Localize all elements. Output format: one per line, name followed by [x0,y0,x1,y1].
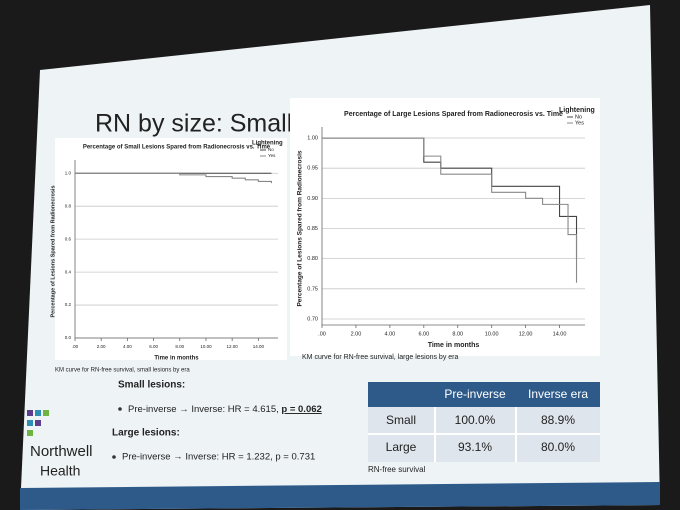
logo-mark [27,430,33,436]
y-tick-label: 0.90 [307,196,318,202]
x-tick-label: .00 [318,331,326,337]
section-heading: Small lesions: [118,380,185,391]
legend-label: Yes [575,120,584,126]
y-tick-label: 0.6 [65,236,72,241]
chart-title: Percentage of Large Lesions Spared from … [344,111,563,118]
table-cell: 100.0% [455,413,496,427]
bullet [118,407,122,411]
x-axis-label: Time in months [428,342,480,349]
chart-title: Percentage of Small Lesions Spared from … [83,145,271,151]
x-tick-label: 6.00 [149,344,158,349]
x-tick-label: 14.00 [553,331,567,337]
table-caption: RN-free survival [368,465,426,474]
x-tick-label: 14.00 [253,344,265,349]
km-curve [322,137,578,283]
slide-footer-bar [20,482,660,510]
chart-caption: KM curve for RN-free survival, large les… [302,354,458,361]
table-cell: Small [386,413,416,427]
x-tick-label: 12.00 [227,344,239,349]
x-tick-label: 4.00 [123,344,132,349]
x-tick-label: 4.00 [385,331,396,337]
table-cell: 93.1% [458,440,492,454]
x-axis-label: Time in months [154,356,199,362]
chart-panel [55,138,287,360]
y-tick-label: 0.85 [307,226,318,232]
logo-mark [27,410,33,416]
table-cell: 88.9% [541,413,575,427]
table-cell: Large [386,440,417,454]
y-axis-label: Percentage of Lesions Spared from Radion… [297,150,304,306]
logo: Northwell Health [27,410,93,479]
x-tick-label: 2.00 [97,344,106,349]
y-tick-label: 0.8 [65,203,72,208]
section-heading: Large lesions: [112,428,180,439]
y-axis-label: Percentage of Lesions Spared from Radion… [50,185,56,317]
legend-title: Lightening [559,107,595,114]
y-tick-label: 1.00 [307,135,318,141]
y-tick-label: 0.0 [65,335,72,340]
y-tick-label: 0.70 [307,316,318,322]
legend-title: Lightening [252,141,283,147]
x-tick-label: 6.00 [418,331,429,337]
table-cell: 80.0% [541,440,575,454]
y-tick-label: 0.95 [307,166,318,172]
y-tick-label: 0.2 [65,302,72,307]
bullet-text: Pre-inverse → Inverse: HR = 1.232, p = 0… [122,452,315,463]
table: RN-free survival Pre-inverse Inverse era S… [368,382,600,474]
legend-label: No [575,114,582,120]
x-tick-label: 10.00 [200,344,212,349]
x-tick-label: 8.00 [175,344,184,349]
hr-text: Pre-inverse → Inverse: HR = 4.615, [128,404,281,415]
y-tick-label: 0.75 [307,286,318,292]
x-tick-label: 12.00 [519,331,533,337]
legend-label: No [268,147,274,152]
logo-mark [35,410,41,416]
table-header-cell: Pre-inverse [444,387,506,401]
x-tick-label: 10.00 [485,331,499,337]
km-curve [75,172,273,184]
x-tick-label: 8.00 [452,331,463,337]
chart-caption: KM curve for RN-free survival, small les… [55,368,190,374]
p-value: p = 0.062 [281,404,321,415]
logo-mark [43,410,49,416]
table-header-row [368,382,600,407]
y-tick-label: 1.0 [65,170,72,175]
logo-mark [27,420,33,426]
chart-panel [290,98,600,356]
logo-text: Northwell [30,443,93,460]
table-header-cell: Inverse era [528,387,588,401]
x-tick-label: .00 [72,344,79,349]
y-tick-label: 0.4 [65,269,72,274]
logo-mark [35,420,41,426]
legend-label: Yes [268,153,276,158]
logo-text: Health [40,463,80,479]
bullet [112,455,116,459]
y-tick-label: 0.80 [307,256,318,262]
bullet-text: Pre-inverse → Inverse: HR = 4.615, p = 0… [128,404,322,415]
x-tick-label: 2.00 [351,331,362,337]
